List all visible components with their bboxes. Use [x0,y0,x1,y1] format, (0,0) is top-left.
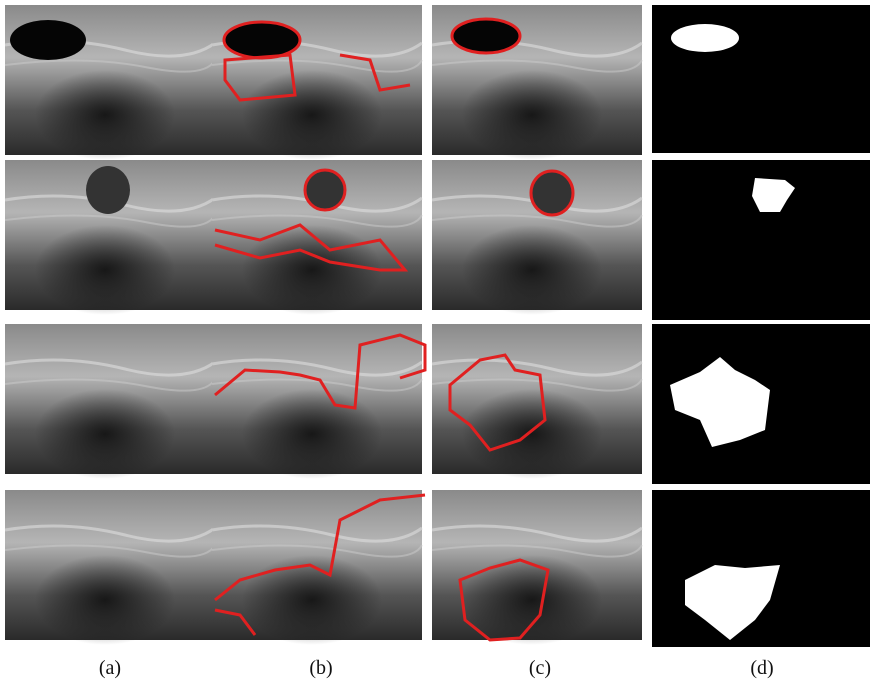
ultrasound-image [5,324,215,479]
page: {"figure":{"column_labels":["(a)","(b)",… [0,0,874,685]
column-label: (a) [99,657,121,679]
row-1 [5,5,870,160]
column-label: (b) [309,657,332,679]
lesion [86,166,130,214]
row-4 [5,490,870,647]
column-label: (d) [750,657,773,679]
contour [452,19,520,53]
ultrasound-image [5,490,215,645]
mask-region [671,24,739,52]
row-2 [5,160,870,320]
contour [305,170,345,210]
row-3 [5,324,870,484]
contour [224,22,300,58]
ultrasound-image [212,324,422,479]
contour [531,171,573,215]
ultrasound-image [432,324,642,479]
lesion [10,20,86,60]
figure: (a) (b) (c) (d) [0,0,874,685]
column-label: (c) [529,657,551,679]
